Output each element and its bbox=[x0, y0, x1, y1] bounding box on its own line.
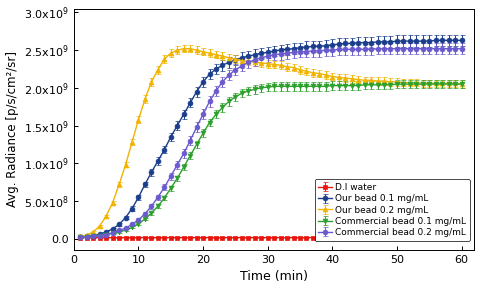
Y-axis label: Avg. Radiance [p/s/cm²/sr]: Avg. Radiance [p/s/cm²/sr] bbox=[6, 51, 19, 207]
X-axis label: Time (min): Time (min) bbox=[240, 271, 308, 284]
Legend: D.I water, Our bead 0.1 mg/mL, Our bead 0.2 mg/mL, Commercial bead 0.1 mg/mL, Co: D.I water, Our bead 0.1 mg/mL, Our bead … bbox=[314, 179, 470, 241]
